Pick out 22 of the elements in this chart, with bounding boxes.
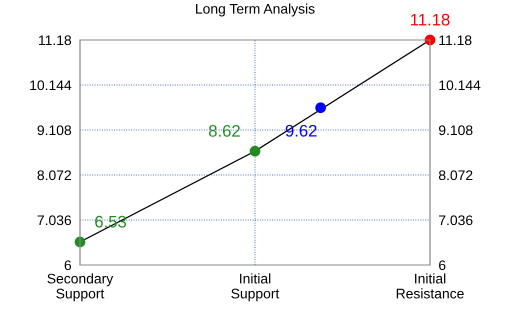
y-tick-label: 10.144 bbox=[30, 80, 72, 90]
y2-tick-label: 6 bbox=[439, 260, 446, 270]
y2-tick-label: 9.108 bbox=[438, 125, 472, 136]
y-tick-label: 6 bbox=[64, 260, 72, 270]
point bbox=[250, 146, 260, 157]
x-tick-label: Initial Support bbox=[231, 273, 280, 302]
x-tick-label: Secondary Support bbox=[47, 273, 114, 302]
point bbox=[74, 236, 86, 248]
point bbox=[315, 102, 326, 114]
y2-tick-label: 8.072 bbox=[438, 170, 472, 180]
x-tick-label: Initial Resistance bbox=[396, 273, 464, 298]
y2-tick-label: 11.18 bbox=[439, 35, 472, 46]
data-label: 11.18 bbox=[411, 14, 450, 26]
y2-tick-label: 7.036 bbox=[439, 215, 472, 226]
y-tick-label: 11.18 bbox=[38, 35, 72, 46]
y-tick-label: 8.072 bbox=[38, 170, 71, 180]
y-tick-label: 9.108 bbox=[38, 125, 72, 136]
y2-tick-label: 10.144 bbox=[439, 80, 480, 90]
data-label: 9.62 bbox=[286, 124, 317, 137]
chart-title: Long Term Analysis bbox=[196, 4, 315, 16]
y-tick-label: 7.036 bbox=[38, 215, 72, 226]
data-label: 8.62 bbox=[208, 124, 240, 137]
